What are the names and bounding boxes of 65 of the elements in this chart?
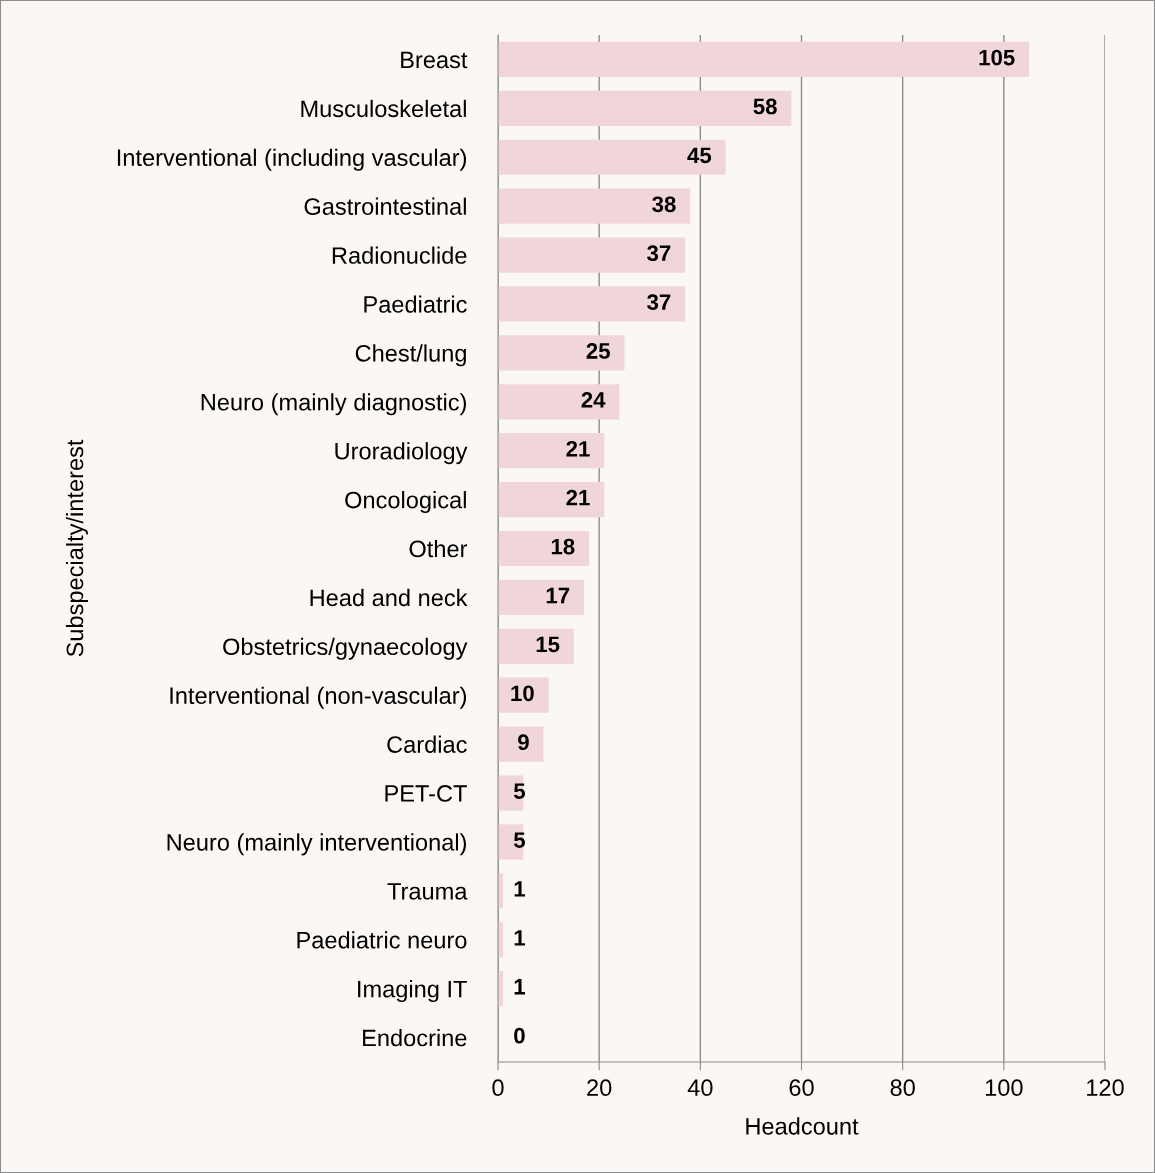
y-tick-label: Neuro (mainly diagnostic)	[201, 393, 466, 416]
data-label: 105	[979, 49, 1015, 66]
y-tick-label: Paediatric	[364, 295, 467, 313]
data-label: 0	[514, 1027, 525, 1044]
y-tick-label: Obstetrics/gynaecology	[223, 637, 468, 660]
x-tick-label: 120	[1087, 1079, 1124, 1097]
data-label: 1	[514, 930, 526, 946]
data-label: 21	[566, 489, 590, 506]
data-label: 21	[566, 440, 590, 457]
data-label: 5	[513, 783, 526, 799]
data-label: 17	[546, 587, 570, 604]
y-tick-label: Endocrine	[363, 1028, 467, 1047]
bar	[498, 188, 691, 224]
data-label: 1	[514, 979, 526, 995]
y-tick-label: Oncological	[345, 491, 466, 514]
y-tick-label: Cardiac	[387, 735, 467, 753]
x-tick-label: 40	[687, 1079, 713, 1097]
y-axis-title: Subspecialty/interest	[65, 439, 88, 657]
bar	[498, 628, 574, 664]
data-label: 24	[581, 392, 606, 408]
bar	[498, 433, 605, 469]
y-tick-label: Other	[409, 539, 468, 558]
data-label: 37	[647, 245, 671, 262]
x-tick-label: 0	[492, 1079, 504, 1097]
data-label: 45	[687, 147, 712, 164]
y-tick-label: Neuro (mainly interventional)	[167, 833, 466, 856]
data-label: 18	[551, 538, 575, 555]
data-label: 10	[511, 685, 534, 702]
y-tick-label: Radionuclide	[332, 246, 467, 264]
data-label: 25	[586, 343, 610, 359]
data-label: 38	[652, 196, 676, 213]
x-tick-label: 80	[890, 1079, 915, 1097]
y-tick-label: Interventional (non-vascular)	[170, 686, 466, 709]
bar	[498, 384, 620, 420]
y-tick-label: Musculoskeletal	[301, 99, 466, 118]
x-axis-title: Headcount	[746, 1117, 859, 1135]
data-label: 37	[647, 294, 671, 310]
y-tick-label: Uroradiology	[335, 442, 468, 465]
bar	[498, 41, 1030, 78]
y-tick-label: PET-CT	[385, 785, 467, 802]
data-label: 5	[513, 832, 526, 848]
y-tick-label: Chest/lung	[355, 344, 466, 367]
bar	[498, 335, 625, 371]
bar	[498, 579, 584, 616]
bar	[498, 530, 590, 567]
y-tick-label: Imaging IT	[358, 980, 467, 1003]
bar	[498, 481, 605, 518]
bar	[498, 90, 792, 126]
y-tick-label: Trauma	[387, 883, 468, 900]
bar	[498, 139, 726, 175]
bar	[498, 237, 686, 273]
y-tick-label: Head and neck	[310, 588, 468, 607]
x-tick-label: 100	[985, 1079, 1023, 1097]
bar	[498, 726, 544, 762]
y-tick-label: Paediatric neuro	[297, 931, 467, 949]
data-label: 9	[518, 734, 529, 751]
y-tick-label: Gastrointestinal	[304, 197, 466, 215]
x-tick-label: 20	[587, 1079, 612, 1097]
data-label: 1	[514, 881, 526, 897]
data-label: 58	[753, 98, 777, 115]
x-tick-label: 60	[789, 1079, 814, 1097]
bar	[498, 286, 686, 322]
data-label: 15	[536, 636, 560, 653]
y-tick-label: Interventional (including vascular)	[117, 148, 466, 171]
y-tick-label: Breast	[401, 51, 468, 69]
